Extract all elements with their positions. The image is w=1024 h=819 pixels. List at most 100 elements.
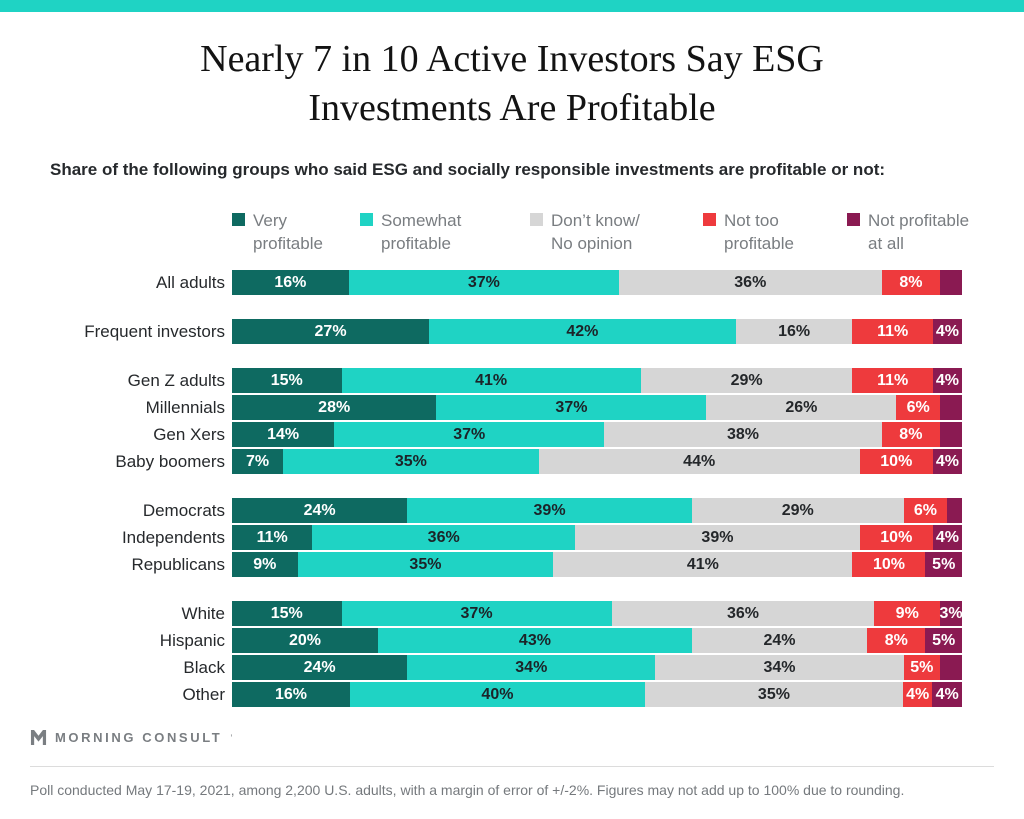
- bar-segment: 5%: [903, 655, 941, 680]
- chart-row: Gen Xers 14% 37% 38% 8%: [30, 422, 962, 447]
- segment-value-label: 27%: [314, 322, 347, 340]
- segment-value-label: 24%: [303, 658, 336, 676]
- row-label: Frequent investors: [84, 321, 225, 341]
- segment-value-label: 4%: [935, 452, 959, 470]
- segment-value-label: 41%: [686, 555, 719, 573]
- segment-value-label: 34%: [763, 658, 796, 676]
- legend-label: Very profitable: [253, 211, 323, 253]
- bar-segment: 5%: [925, 628, 962, 653]
- bar-segment: 9%: [874, 601, 941, 626]
- legend: Very profitable Somewhat profitable Don’…: [232, 209, 1004, 255]
- segment-value-label: 41%: [475, 371, 508, 389]
- row-label: White: [181, 603, 225, 623]
- legend-swatch: [703, 213, 716, 226]
- footnote: Poll conducted May 17-19, 2021, among 2,…: [30, 782, 905, 798]
- bar-segment: 8%: [867, 628, 926, 653]
- segment-value-label: 15%: [270, 604, 303, 622]
- segment-value-label: 4%: [935, 685, 959, 703]
- bar-segment: 4%: [932, 319, 962, 344]
- segment-value-label: 16%: [778, 322, 811, 340]
- bar-segment: 44%: [538, 449, 860, 474]
- chart-row: White 15% 37% 36% 9% 3%: [30, 601, 963, 626]
- bar-segment: 41%: [341, 368, 641, 393]
- segment-value-label: 44%: [683, 452, 716, 470]
- page-title-line1: Nearly 7 in 10 Active Investors Say ESG: [200, 38, 824, 80]
- chart-subtitle: Share of the following groups who said E…: [50, 160, 886, 179]
- row-label: Independents: [121, 527, 225, 547]
- bar-segment: 37%: [436, 395, 707, 420]
- segment-value-label: 43%: [518, 631, 551, 649]
- bar-segment: [947, 498, 962, 523]
- segment-value-label: 35%: [757, 685, 790, 703]
- bar-segment: 35%: [644, 682, 903, 707]
- row-label: Hispanic: [159, 630, 225, 650]
- chart-row: Baby boomers 7% 35% 44% 10% 4%: [30, 449, 962, 474]
- segment-value-label: 8%: [899, 425, 923, 443]
- row-label: Gen Xers: [153, 424, 225, 444]
- bar-segment: [940, 270, 962, 295]
- bar-segment: 10%: [859, 449, 933, 474]
- bar-segment: 10%: [852, 552, 926, 577]
- segment-value-label: 39%: [701, 528, 734, 546]
- segment-value-label: 36%: [427, 528, 460, 546]
- segment-value-label: 4%: [935, 322, 959, 340]
- trademark-mark: ’: [230, 732, 233, 743]
- stacked-bar: 16% 37% 36% 8%: [232, 270, 962, 295]
- segment-value-label: 14%: [267, 425, 300, 443]
- segment-value-label: 36%: [726, 604, 759, 622]
- segment-value-label: 37%: [460, 604, 493, 622]
- segment-value-label: 16%: [274, 685, 307, 703]
- bar-segment: 42%: [429, 319, 736, 344]
- chart-row: Other 16% 40% 35% 4% 4%: [30, 682, 962, 707]
- bar-segment: 24%: [232, 655, 408, 680]
- row-label: Gen Z adults: [127, 370, 225, 390]
- bar-segment: 36%: [312, 525, 576, 550]
- chart-group: All adults 16% 37% 36% 8%: [30, 270, 962, 295]
- bar-segment: 24%: [691, 628, 868, 653]
- bar-segment: 37%: [341, 601, 612, 626]
- bar-segment: 43%: [378, 628, 692, 653]
- bar-segment: 35%: [283, 449, 539, 474]
- chart-row: Millennials 28% 37% 26% 6%: [30, 395, 962, 420]
- bar-segment: 39%: [575, 525, 860, 550]
- segment-value-label: 11%: [256, 528, 288, 546]
- row-label: Millennials: [145, 397, 225, 417]
- bar-segment: 41%: [553, 552, 853, 577]
- bar-segment: 36%: [611, 601, 875, 626]
- stacked-bar: 9% 35% 41% 10% 5%: [232, 552, 962, 577]
- chart-group: Democrats 24% 39% 29% 6% Independents 11% 36…: [30, 498, 962, 577]
- stacked-bar: 15% 37% 36% 9% 3%: [232, 601, 963, 626]
- segment-value-label: 6%: [913, 501, 938, 519]
- segment-value-label: 39%: [533, 501, 566, 519]
- segment-value-label: 10%: [872, 555, 905, 573]
- segment-value-label: 3%: [939, 604, 963, 622]
- bar-segment: 4%: [932, 682, 962, 707]
- bar-segment: 35%: [297, 552, 554, 577]
- bar-segment: 20%: [232, 628, 378, 653]
- bar-segment: 16%: [232, 682, 350, 707]
- chart-row: All adults 16% 37% 36% 8%: [30, 270, 962, 295]
- stacked-bar: 7% 35% 44% 10% 4%: [232, 449, 962, 474]
- legend-item: Not too profitable: [703, 209, 847, 255]
- segment-value-label: 5%: [932, 631, 956, 649]
- segment-value-label: 37%: [555, 398, 588, 416]
- segment-value-label: 5%: [910, 658, 934, 676]
- bar-segment: 29%: [640, 368, 853, 393]
- segment-value-label: 34%: [515, 658, 548, 676]
- bar-segment: 11%: [852, 319, 933, 344]
- legend-label: Not profitable at all: [868, 211, 970, 253]
- footer-divider: [30, 766, 994, 767]
- segment-value-label: 15%: [270, 371, 303, 389]
- bar-segment: 16%: [232, 270, 349, 295]
- morning-consult-logo-icon: [30, 729, 47, 746]
- segment-value-label: 20%: [288, 631, 322, 649]
- segment-value-label: 42%: [566, 322, 599, 340]
- bar-segment: 36%: [618, 270, 882, 295]
- chart-row: Black 24% 34% 34% 5%: [30, 655, 962, 680]
- bar-segment: 8%: [881, 270, 941, 295]
- stacked-bar: 24% 34% 34% 5%: [232, 655, 962, 680]
- row-label: Black: [183, 657, 225, 677]
- stacked-bar: 24% 39% 29% 6%: [232, 498, 962, 523]
- segment-value-label: 11%: [877, 371, 909, 389]
- chart-row: Gen Z adults 15% 41% 29% 11% 4%: [30, 368, 962, 393]
